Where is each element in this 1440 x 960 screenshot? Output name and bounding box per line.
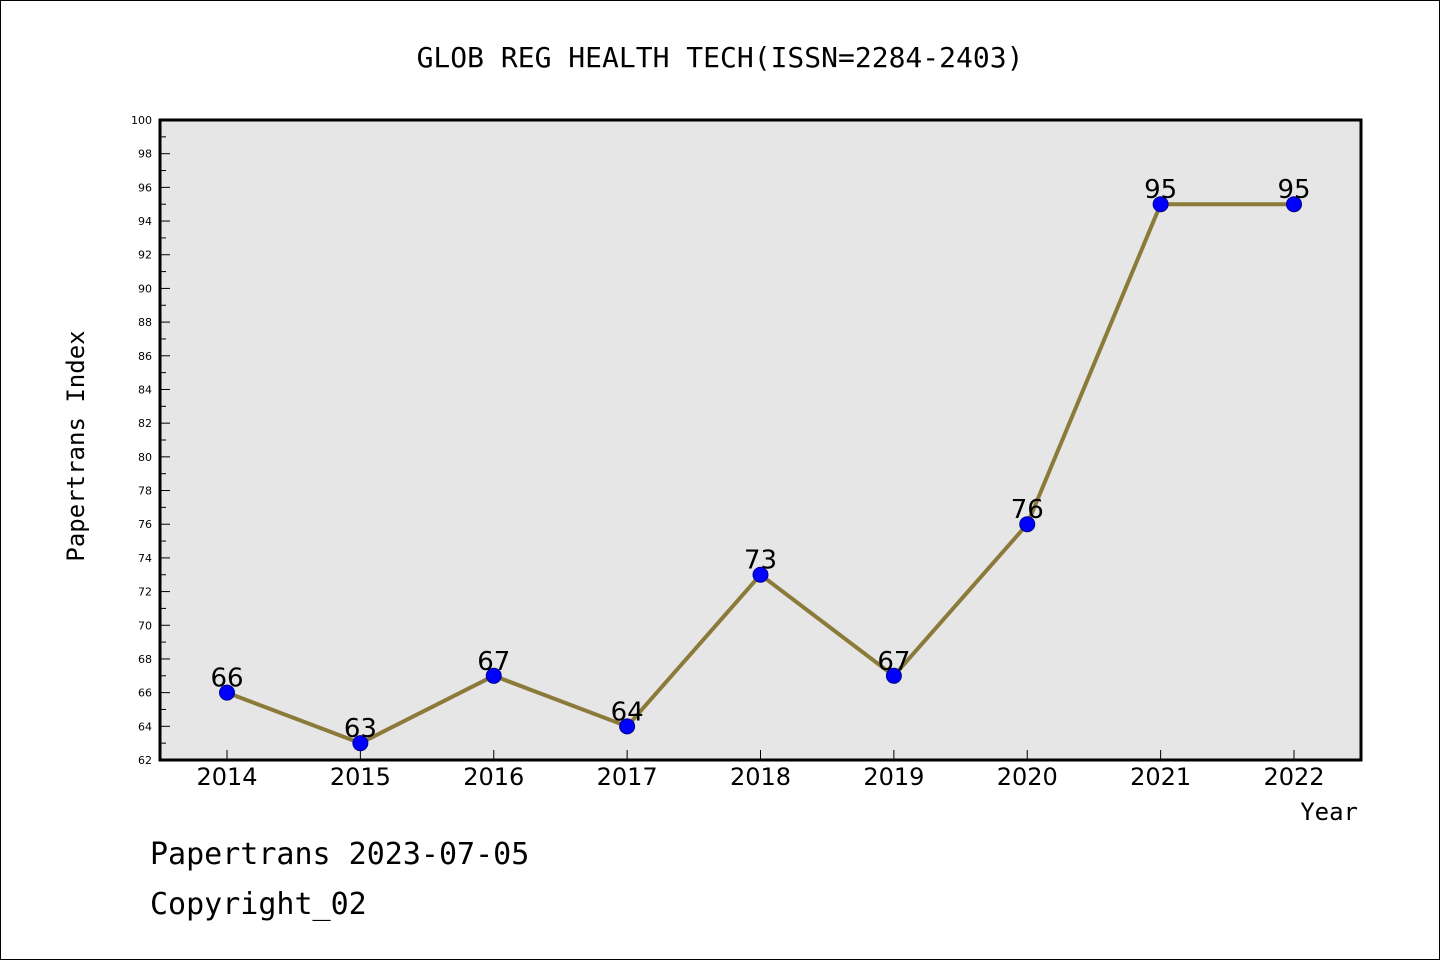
x-tick-label: 2014 xyxy=(196,763,257,791)
x-tick-label: 2022 xyxy=(1263,763,1324,791)
data-point xyxy=(219,684,235,701)
data-label: 76 xyxy=(1011,495,1044,525)
data-label: 63 xyxy=(344,714,377,744)
y-axis: 62 64 66 68 70 72 74 76 78 80 82 84 86 88 90 92 94 96 98 10… xyxy=(131,114,170,767)
data-point xyxy=(485,667,502,684)
footer-date: Papertrans 2023-07-05 xyxy=(150,837,529,872)
data-point xyxy=(1019,516,1036,533)
x-axis: 2014 2015 2016 2017 2018 2019 2020 2021 2022 xyxy=(196,750,1325,791)
y-tick-label: 64 xyxy=(138,720,152,733)
plot-border xyxy=(158,118,1363,762)
x-tick-label: 2017 xyxy=(597,763,658,791)
x-axis-label: Year xyxy=(1300,798,1358,826)
data-point xyxy=(752,566,769,583)
footer-copyright: Copyright_02 xyxy=(150,887,367,922)
y-tick-label: 72 xyxy=(138,586,152,599)
y-tick-label: 94 xyxy=(138,215,152,228)
y-tick-label: 66 xyxy=(138,687,152,700)
y-tick-label: 70 xyxy=(138,619,152,632)
x-tick-label: 2020 xyxy=(997,763,1058,791)
data-point xyxy=(619,718,636,735)
data-point xyxy=(885,667,902,684)
y-axis-label: Papertrans Index xyxy=(62,330,90,561)
y-tick-label: 76 xyxy=(138,518,152,531)
y-tick-label: 68 xyxy=(138,653,152,666)
x-tick-label: 2016 xyxy=(463,763,524,791)
y-tick-label: 78 xyxy=(138,485,152,498)
data-point xyxy=(1286,196,1302,213)
y-tick-label: 80 xyxy=(138,451,152,464)
y-tick-label: 100 xyxy=(131,114,152,127)
data-label: 64 xyxy=(611,697,644,727)
y-tick-label: 88 xyxy=(138,316,152,329)
y-tick-label: 74 xyxy=(138,552,152,565)
y-tick-label: 82 xyxy=(138,417,152,430)
y-tick-label: 90 xyxy=(138,282,152,295)
x-tick-label: 2021 xyxy=(1130,763,1191,791)
y-tick-label: 84 xyxy=(138,383,152,396)
x-tick-label: 2018 xyxy=(730,763,791,791)
x-tick-label: 2019 xyxy=(863,763,924,791)
data-label: 73 xyxy=(744,546,777,576)
y-tick-label: 96 xyxy=(138,181,152,194)
x-tick-label: 2015 xyxy=(330,763,391,791)
series-markers xyxy=(219,196,1302,752)
y-tick-label: 92 xyxy=(138,249,152,262)
data-label: 66 xyxy=(210,664,243,694)
data-point xyxy=(352,735,369,752)
plot-area xyxy=(160,120,1361,760)
data-label: 95 xyxy=(1144,175,1177,205)
data-label: 67 xyxy=(477,647,510,677)
y-tick-label: 86 xyxy=(138,350,152,363)
chart-title: GLOB REG HEALTH TECH(ISSN=2284-2403) xyxy=(417,41,1024,74)
data-labels: 66 63 67 64 73 67 76 95 95 xyxy=(210,175,1310,744)
data-label: 95 xyxy=(1277,175,1310,205)
y-tick-label: 62 xyxy=(138,754,152,767)
data-label: 67 xyxy=(877,647,910,677)
y-tick-label: 98 xyxy=(138,148,152,161)
data-point xyxy=(1152,196,1169,213)
